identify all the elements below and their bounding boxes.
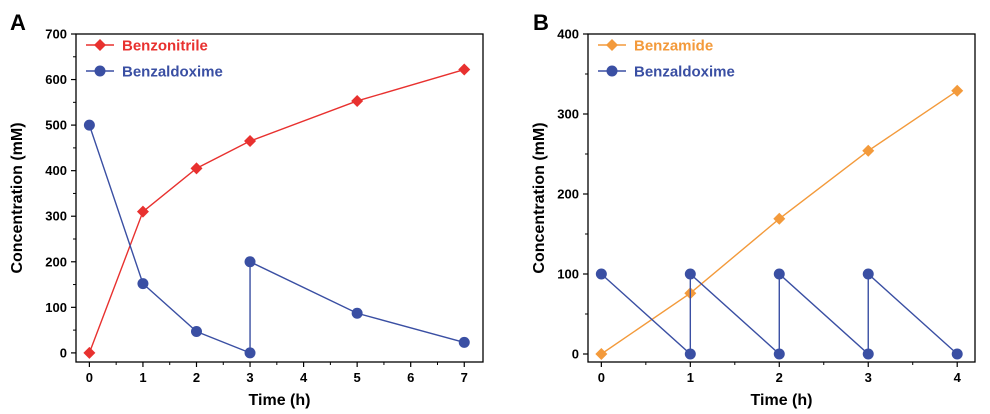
panel-b-x-tick-label: 2 (776, 370, 783, 385)
panel-b-x-axis-title: Time (h) (751, 392, 813, 409)
panel-b-benzaldoxime-point (773, 268, 785, 280)
panel-b-benzamide-point (862, 144, 875, 157)
panel-b-benzamide-point (595, 348, 608, 360)
panel-b-series-benzamide (595, 84, 964, 360)
panel-a-y-axis-title: Concentration (mM) (9, 122, 26, 273)
panel-a-x-tick-label: 6 (407, 370, 414, 385)
panel-b-benzaldoxime-point (684, 348, 696, 360)
panel-a-benzaldoxime-line (88, 124, 465, 354)
panel-a-benzonitrile-point (136, 205, 149, 218)
panel-a-benzonitrile-point (244, 135, 257, 148)
panel-b-benzaldoxime-point (684, 268, 696, 280)
panel-a-benzaldoxime-point (244, 256, 256, 268)
panel-a-legend-benzaldoxime-label: Benzaldoxime (122, 64, 223, 81)
panel-b-legend-benzaldoxime: Benzaldoxime (598, 64, 735, 81)
panel-b: B 0 1 2 3 4 0 100 200 300 400 Time (h) Concentratio… (531, 10, 976, 409)
panel-b-y-tick-label: 400 (557, 27, 579, 42)
panel-a-benzonitrile-point (458, 63, 471, 76)
panel-b-benzaldoxime-point (595, 268, 607, 280)
panel-b-y-tick-label: 100 (557, 267, 579, 282)
panel-b-benzaldoxime-point (862, 348, 874, 360)
panel-a-y-tick-label: 400 (45, 163, 67, 178)
panel-b-benzaldoxime-point (951, 348, 963, 360)
panel-b-legend-benzaldoxime-marker (606, 65, 618, 77)
panel-a-benzonitrile-point (351, 94, 364, 107)
panel-b-x-tick-label: 1 (687, 370, 694, 385)
panel-a-benzaldoxime-point (458, 336, 470, 348)
panel-a-y-tick-label: 100 (45, 300, 67, 315)
panel-b-x-tick-label: 4 (954, 370, 962, 385)
panel-a-y-tick-label: 300 (45, 209, 67, 224)
panel-b-y-axis-title: Concentration (mM) (531, 122, 548, 273)
panel-a-y-tick-label: 200 (45, 254, 67, 269)
panel-a-legend-benzaldoxime-marker (94, 65, 106, 77)
panel-b-benzamide-point (951, 84, 964, 97)
panel-a: A 0 1 2 3 4 5 6 7 0 100 200 300 400 500 600 700 Time (h)… (9, 10, 484, 409)
panel-b-legend-benzaldoxime-label: Benzaldoxime (634, 64, 735, 81)
panel-a-x-tick-label: 5 (354, 370, 361, 385)
panel-b-benzaldoxime-line (600, 272, 958, 356)
panel-b-x-tick-label: 3 (865, 370, 872, 385)
panel-a-legend-benzonitrile: Benzonitrile (86, 38, 208, 55)
panel-a-benzonitrile-point (190, 162, 203, 175)
panel-a-y-tick-label: 600 (45, 72, 67, 87)
panel-a-legend-benzonitrile-marker (94, 39, 106, 51)
panel-b-y-tick-label: 200 (557, 187, 579, 202)
panel-b-benzaldoxime-point (862, 268, 874, 280)
panel-a-x-tick-label: 7 (461, 370, 468, 385)
panel-a-series-benzaldoxime (83, 119, 470, 359)
panel-a-legend-benzaldoxime: Benzaldoxime (86, 64, 223, 81)
panel-a-benzonitrile-line (88, 68, 465, 354)
panel-a-legend-benzonitrile-label: Benzonitrile (122, 38, 208, 55)
panel-b-series-benzaldoxime (595, 268, 963, 360)
panel-a-x-tick-label: 3 (246, 370, 253, 385)
panel-b-x-tick-label: 0 (598, 370, 605, 385)
panel-b-plot-frame (587, 33, 976, 363)
panel-a-y-tick-label: 700 (45, 27, 67, 42)
panel-b-y-tick-label: 300 (557, 107, 579, 122)
panel-a-series-benzonitrile (83, 63, 471, 359)
panel-b-legend-benzamide: Benzamide (598, 38, 713, 55)
panel-a-x-tick-label: 0 (86, 370, 93, 385)
panel-a-benzaldoxime-point (83, 119, 95, 131)
panel-a-x-tick-label: 2 (193, 370, 200, 385)
panel-a-x-tick-label: 1 (139, 370, 146, 385)
panel-a-benzaldoxime-point (190, 325, 202, 337)
panel-b-y-tick-label: 0 (572, 347, 579, 362)
panel-b-benzamide-point (773, 212, 786, 225)
panel-a-letter: A (10, 10, 26, 35)
panel-b-legend-benzamide-marker (606, 39, 618, 51)
panel-a-benzaldoxime-point (351, 307, 363, 319)
panel-a-benzaldoxime-point (244, 347, 256, 359)
panel-b-letter: B (533, 10, 549, 35)
panel-a-y-tick-label: 500 (45, 118, 67, 133)
panel-a-benzaldoxime-point (137, 278, 149, 290)
panel-b-benzaldoxime-point (773, 348, 785, 360)
panel-a-y-tick-label: 0 (60, 345, 67, 360)
panel-a-plot-frame (75, 33, 484, 363)
panel-a-benzonitrile-point (83, 346, 96, 359)
panel-a-x-tick-label: 4 (300, 370, 308, 385)
panel-b-legend-benzamide-label: Benzamide (634, 38, 713, 55)
panel-a-x-axis-title: Time (h) (249, 392, 311, 409)
